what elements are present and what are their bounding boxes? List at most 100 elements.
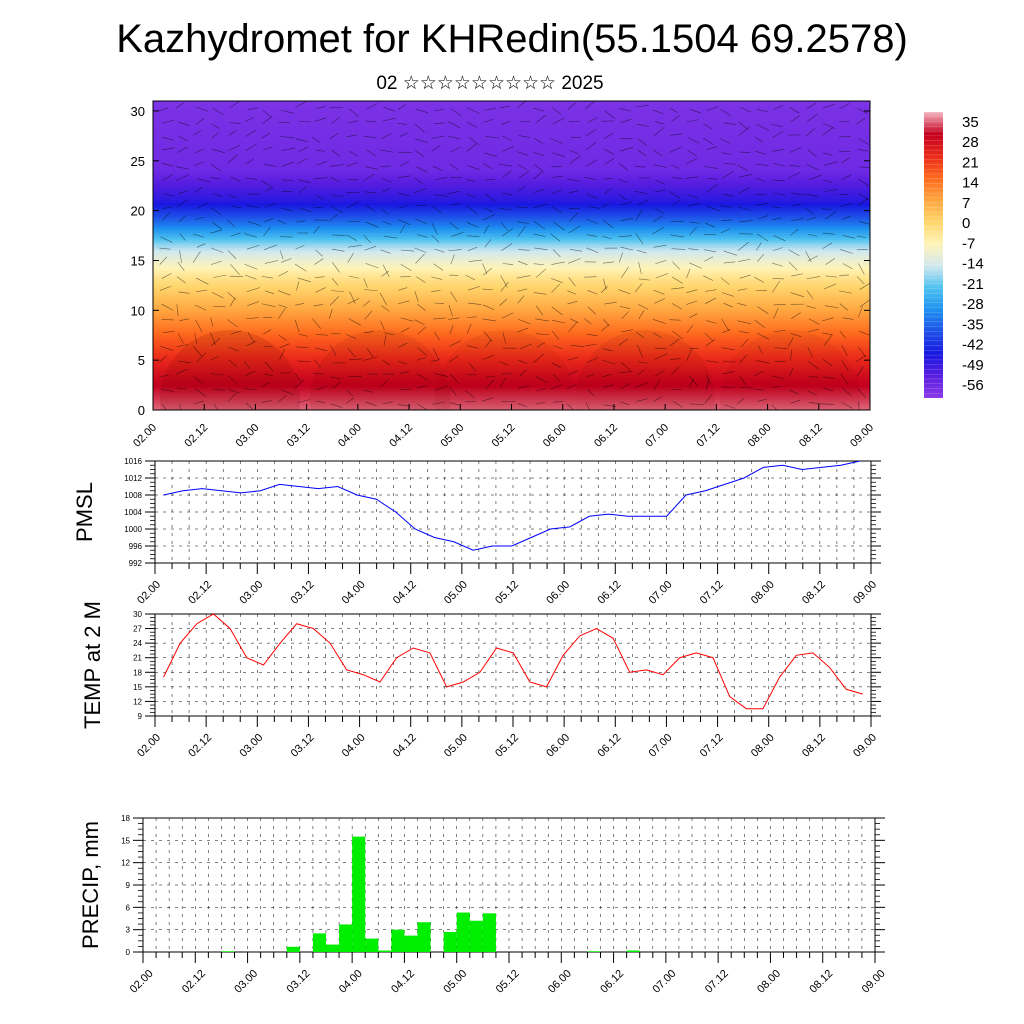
wind-barb bbox=[247, 332, 255, 343]
wind-barb bbox=[721, 329, 731, 334]
wind-barb bbox=[533, 263, 544, 266]
wind-barb bbox=[756, 360, 771, 364]
wind-barb bbox=[638, 310, 645, 320]
wind-barb bbox=[383, 106, 396, 112]
precip-y-tick-label: 3 bbox=[126, 926, 131, 935]
pmsl-x-tick-label: 08.00 bbox=[749, 579, 777, 607]
wind-barb bbox=[416, 373, 428, 381]
wind-barb bbox=[295, 101, 307, 108]
wind-barb bbox=[414, 290, 419, 303]
wind-barb bbox=[533, 203, 547, 209]
wind-barb bbox=[176, 276, 186, 284]
wind-barb bbox=[431, 222, 438, 235]
precip-x-tick-label: 05.12 bbox=[494, 968, 522, 996]
heatmap-row bbox=[153, 365, 870, 369]
warm-patch bbox=[160, 330, 300, 410]
heatmap-row bbox=[153, 105, 870, 110]
wind-barb bbox=[737, 288, 748, 291]
wind-barb bbox=[723, 122, 737, 125]
wind-barb bbox=[161, 273, 172, 279]
wind-barb bbox=[602, 360, 616, 365]
wind-barb bbox=[686, 289, 698, 294]
wind-barb bbox=[808, 401, 822, 405]
wind-barb bbox=[824, 305, 839, 309]
wind-barb bbox=[858, 306, 863, 318]
precip-x-tick-label: 06.12 bbox=[598, 968, 626, 996]
wind-barb bbox=[788, 261, 798, 271]
wind-barb bbox=[653, 244, 667, 248]
heatmap-row bbox=[153, 143, 870, 147]
wind-barb bbox=[618, 252, 623, 263]
wind-barb bbox=[158, 107, 169, 111]
wind-barb bbox=[704, 394, 712, 404]
wind-barb bbox=[364, 331, 374, 334]
wind-barb bbox=[230, 232, 241, 237]
wind-barb bbox=[450, 202, 461, 206]
wind-barb bbox=[349, 358, 363, 361]
pmsl-y-tick-label: 1008 bbox=[124, 491, 142, 500]
wind-barb bbox=[602, 348, 613, 352]
wind-barb bbox=[213, 274, 227, 278]
wind-barb bbox=[263, 227, 271, 237]
heatmap-row bbox=[153, 178, 870, 182]
wind-barb bbox=[331, 149, 340, 157]
wind-barb bbox=[297, 360, 311, 363]
wind-barb bbox=[840, 203, 852, 207]
heatmap-row bbox=[153, 150, 870, 154]
wind-barb bbox=[790, 399, 801, 404]
wind-barb bbox=[551, 206, 563, 213]
x-tick-label: 08.12 bbox=[797, 422, 825, 450]
wind-barb bbox=[346, 397, 355, 404]
pmsl-x-tick-label: 06.00 bbox=[544, 579, 572, 607]
wind-barb bbox=[636, 398, 649, 402]
wind-barb bbox=[790, 312, 801, 320]
heatmap-row bbox=[153, 125, 870, 130]
wind-barb bbox=[247, 107, 259, 110]
x-tick-label: 04.12 bbox=[387, 422, 415, 450]
wind-barb bbox=[278, 121, 290, 124]
heatmap-row bbox=[153, 205, 870, 209]
wind-barb bbox=[466, 235, 480, 237]
heatmap-row bbox=[153, 158, 870, 162]
wind-barb bbox=[349, 150, 358, 157]
precip-x-tick-label: 02.00 bbox=[128, 968, 156, 996]
precip-bar bbox=[482, 913, 496, 952]
wind-barb bbox=[346, 201, 359, 209]
wind-barb bbox=[790, 333, 802, 337]
wind-barb bbox=[397, 342, 408, 348]
wind-barb bbox=[822, 208, 832, 210]
wind-barb bbox=[720, 205, 734, 208]
wind-barb bbox=[858, 138, 869, 145]
wind-barb bbox=[637, 199, 649, 206]
temp-x-tick-label: 03.12 bbox=[289, 732, 317, 760]
wind-barb bbox=[855, 354, 867, 363]
wind-barb bbox=[347, 252, 354, 263]
wind-barb bbox=[501, 228, 513, 237]
wind-barb bbox=[721, 219, 732, 222]
wind-barb bbox=[822, 317, 834, 322]
wind-barb bbox=[552, 330, 560, 340]
wind-barb bbox=[552, 176, 563, 178]
heatmap-row bbox=[153, 153, 870, 157]
wind-barb bbox=[381, 270, 389, 277]
heatmap-row bbox=[153, 135, 870, 139]
wind-barb bbox=[228, 194, 238, 199]
wind-barb bbox=[620, 119, 632, 124]
wind-barb bbox=[655, 180, 666, 185]
temp-y-tick-label: 18 bbox=[133, 668, 142, 677]
wind-barb bbox=[723, 250, 737, 256]
colorbar-label: 7 bbox=[962, 195, 970, 212]
wind-barb bbox=[569, 212, 579, 222]
wind-barb bbox=[330, 376, 341, 380]
wind-barb bbox=[518, 135, 531, 138]
heatmap-row bbox=[153, 250, 870, 254]
wind-barb bbox=[381, 133, 392, 139]
wind-barb bbox=[194, 332, 198, 344]
wind-barb bbox=[193, 161, 205, 166]
wind-barb bbox=[567, 357, 579, 361]
wind-barb bbox=[721, 347, 735, 351]
wind-barb bbox=[247, 301, 259, 307]
wind-barb bbox=[653, 379, 660, 391]
wind-barb bbox=[723, 302, 733, 308]
wind-barb bbox=[841, 402, 853, 409]
